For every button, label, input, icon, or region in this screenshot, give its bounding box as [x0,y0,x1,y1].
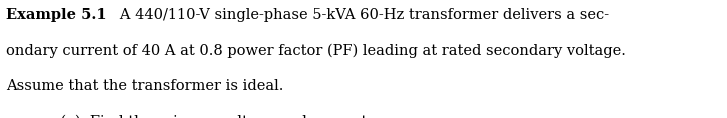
Text: A 440/110-V single-phase 5-kVA 60-Hz transformer delivers a sec-: A 440/110-V single-phase 5-kVA 60-Hz tra… [106,8,609,22]
Text: Example 5.1: Example 5.1 [6,8,106,22]
Text: ondary current of 40 A at 0.8 power factor (PF) leading at rated secondary volta: ondary current of 40 A at 0.8 power fact… [6,44,626,58]
Text: Assume that the transformer is ideal.: Assume that the transformer is ideal. [6,79,284,93]
Text: (a)  Find the primary voltage and current.: (a) Find the primary voltage and current… [42,114,372,118]
